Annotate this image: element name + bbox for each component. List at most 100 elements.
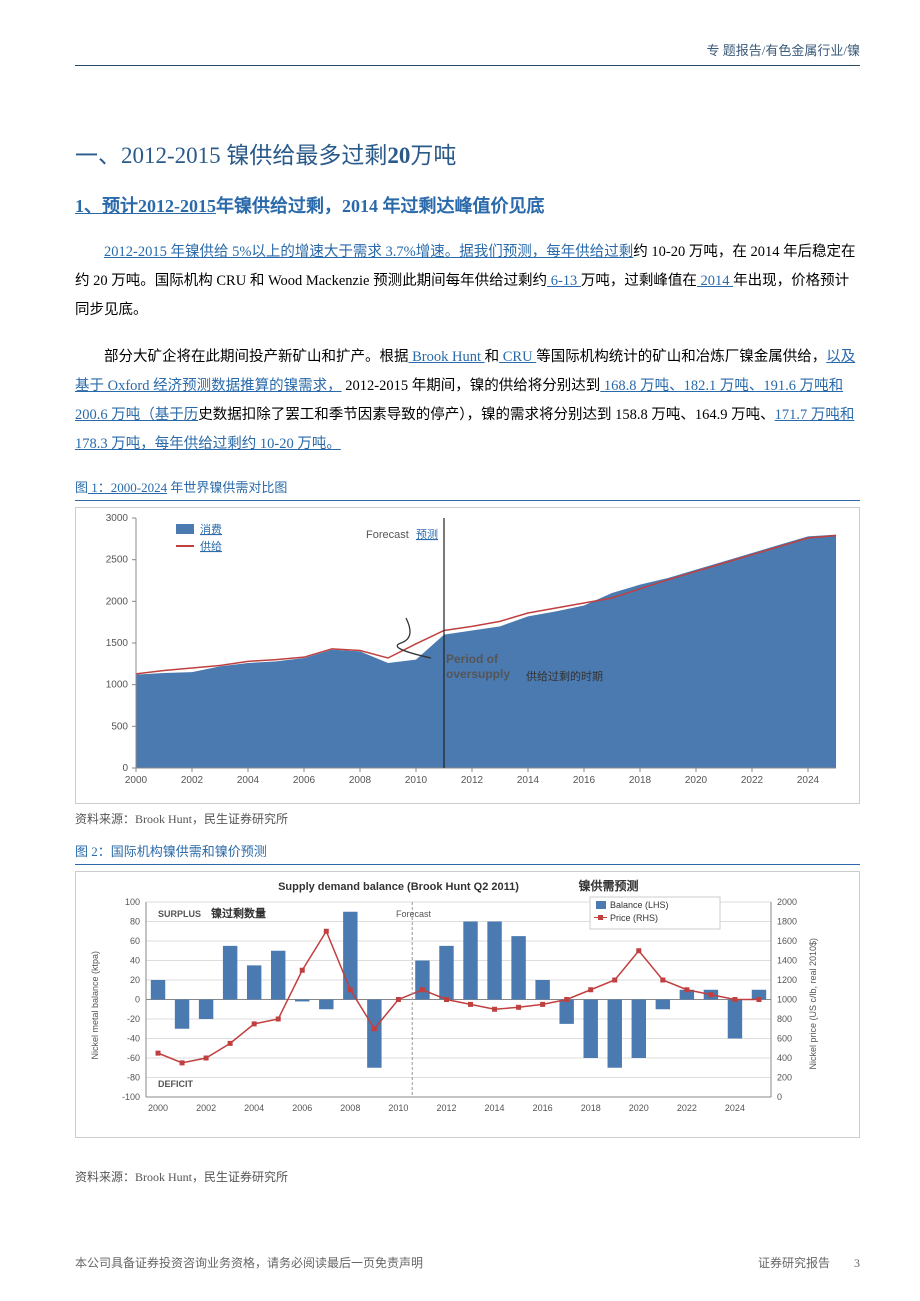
sub-u1: 预计 xyxy=(102,196,138,216)
svg-text:Forecast: Forecast xyxy=(366,529,409,541)
chart-1-svg: 0 500 1000 1500 2000 2500 3000 2000 2002 2004 2006… xyxy=(76,508,846,798)
svg-text:2004: 2004 xyxy=(237,775,260,786)
svg-text:2016: 2016 xyxy=(573,775,596,786)
svg-text:2020: 2020 xyxy=(685,775,708,786)
svg-text:2010: 2010 xyxy=(405,775,428,786)
svg-text:1200: 1200 xyxy=(777,975,797,985)
svg-text:0: 0 xyxy=(135,995,140,1005)
p2-u1: Brook Hunt xyxy=(409,349,485,365)
svg-text:2024: 2024 xyxy=(797,775,820,786)
figure-2-title: 图 2：国际机构镍供需和镍价预测 xyxy=(75,841,860,865)
svg-text:Price (RHS): Price (RHS) xyxy=(610,913,658,923)
figure-2-chart: Supply demand balance (Brook Hunt Q2 201… xyxy=(75,871,860,1138)
svg-text:2014: 2014 xyxy=(517,775,540,786)
p1-t2: 万吨，过剩峰值在 xyxy=(581,273,697,289)
svg-text:2000: 2000 xyxy=(148,1103,168,1113)
p2-u2: CRU xyxy=(499,349,536,365)
svg-text:1000: 1000 xyxy=(106,680,129,691)
svg-text:1000: 1000 xyxy=(777,995,797,1005)
svg-text:2022: 2022 xyxy=(677,1103,697,1113)
fig1-num: 1：2000-2024 xyxy=(88,480,167,495)
svg-text:供给过剩的时期: 供给过剩的时期 xyxy=(526,669,603,683)
svg-text:2002: 2002 xyxy=(181,775,204,786)
svg-text:0: 0 xyxy=(777,1092,782,1102)
paragraph-1: 2012-2015 年镍供给 5%以上的增速大于需求 3.7%增速。据我们预测，… xyxy=(75,238,860,325)
p1-u1: 2012-2015 年镍供给 5%以上的增速大于需求 3.7%增速。据我们预测，… xyxy=(104,244,633,260)
footer-right: 证券研究报告 3 xyxy=(758,1254,860,1271)
svg-text:40: 40 xyxy=(130,956,140,966)
svg-text:2008: 2008 xyxy=(349,775,372,786)
svg-text:Period of: Period of xyxy=(446,652,499,666)
svg-text:600: 600 xyxy=(777,1034,792,1044)
svg-text:Supply demand balance (Brook H: Supply demand balance (Brook Hunt Q2 201… xyxy=(278,881,519,893)
sub-u2: 2012-2015 xyxy=(138,196,216,216)
title-bold-number: 20 xyxy=(387,143,410,168)
svg-text:3000: 3000 xyxy=(106,513,129,524)
figure-2-source: 资料来源：Brook Hunt，民生证券研究所 xyxy=(75,1168,860,1185)
svg-text:SURPLUS: SURPLUS xyxy=(158,909,201,919)
svg-text:2024: 2024 xyxy=(725,1103,745,1113)
svg-text:1400: 1400 xyxy=(777,956,797,966)
svg-text:Forecast: Forecast xyxy=(396,909,432,919)
svg-text:400: 400 xyxy=(777,1053,792,1063)
svg-text:200: 200 xyxy=(777,1073,792,1083)
p2-t3: 2012-2015 年期间，镍的供给将分别达到 xyxy=(342,378,601,394)
svg-text:-20: -20 xyxy=(127,1014,140,1024)
svg-text:2022: 2022 xyxy=(741,775,764,786)
svg-text:20: 20 xyxy=(130,975,140,985)
title-text: 2012-2015 镍供给最多过剩 xyxy=(121,143,387,168)
svg-text:-100: -100 xyxy=(122,1092,140,1102)
svg-text:预测: 预测 xyxy=(416,528,438,541)
chart-2-svg: Supply demand balance (Brook Hunt Q2 201… xyxy=(76,872,846,1132)
p2-t1: 和 xyxy=(485,349,500,365)
svg-text:2012: 2012 xyxy=(436,1103,456,1113)
svg-text:-80: -80 xyxy=(127,1073,140,1083)
header-breadcrumb: 专 题报告/有色金属行业/镍 xyxy=(75,40,860,66)
svg-text:2012: 2012 xyxy=(461,775,484,786)
svg-text:2018: 2018 xyxy=(629,775,652,786)
sub-rest: 年镍供给过剩，2014 年过剩达峰值价见底 xyxy=(216,196,545,216)
footer-page: 3 xyxy=(854,1256,860,1270)
svg-text:800: 800 xyxy=(777,1014,792,1024)
footer-disclaimer: 本公司具备证券投资咨询业务资格，请务必阅读最后一页免责声明 xyxy=(75,1254,423,1271)
svg-text:2006: 2006 xyxy=(292,1103,312,1113)
svg-text:2008: 2008 xyxy=(340,1103,360,1113)
p2-t0: 部分大矿企将在此期间投产新矿山和扩产。根据 xyxy=(104,349,409,365)
svg-text:-40: -40 xyxy=(127,1034,140,1044)
svg-text:1600: 1600 xyxy=(777,936,797,946)
figure-1-title: 图 1：2000-2024 年世界镍供需对比图 xyxy=(75,477,860,501)
page-container: 专 题报告/有色金属行业/镍 一、2012-2015 镍供给最多过剩20万吨 1… xyxy=(0,0,920,1301)
svg-text:1800: 1800 xyxy=(777,917,797,927)
svg-text:2000: 2000 xyxy=(125,775,148,786)
figure-1-chart: 0 500 1000 1500 2000 2500 3000 2000 2002 2004 2006… xyxy=(75,507,860,804)
svg-text:500: 500 xyxy=(111,721,128,732)
p1-u3: 2014 xyxy=(697,273,733,289)
p2-t2: 等国际机构统计的矿山和冶炼厂镍金属供给， xyxy=(536,349,826,365)
title-prefix: 一、 xyxy=(75,143,121,168)
svg-text:oversupply: oversupply xyxy=(446,667,510,681)
svg-text:-60: -60 xyxy=(127,1053,140,1063)
section-title: 一、2012-2015 镍供给最多过剩20万吨 xyxy=(75,136,860,170)
svg-text:2002: 2002 xyxy=(196,1103,216,1113)
svg-text:2020: 2020 xyxy=(629,1103,649,1113)
p1-u2: 6-13 xyxy=(547,273,581,289)
p2-t4: 史数据扣除了罢工和季节因素导致的停产），镍的需求将分别达到 158.8 万吨、1… xyxy=(198,407,774,423)
svg-text:2010: 2010 xyxy=(388,1103,408,1113)
svg-text:Nickel metal balance (ktpa): Nickel metal balance (ktpa) xyxy=(90,951,100,1060)
figure-1-source: 资料来源：Brook Hunt，民生证券研究所 xyxy=(75,810,860,827)
svg-text:Nickel price (US c/lb, real 20: Nickel price (US c/lb, real 2010$) xyxy=(808,938,818,1070)
fig1-prefix: 图 xyxy=(75,480,88,495)
fig1-rest: 年世界镍供需对比图 xyxy=(167,480,287,495)
svg-text:60: 60 xyxy=(130,936,140,946)
svg-text:1500: 1500 xyxy=(106,638,129,649)
svg-text:2000: 2000 xyxy=(106,596,129,607)
sub-num: 1、 xyxy=(75,196,102,216)
svg-text:2006: 2006 xyxy=(293,775,316,786)
page-footer: 本公司具备证券投资咨询业务资格，请务必阅读最后一页免责声明 证券研究报告 3 xyxy=(75,1254,860,1271)
svg-text:消费: 消费 xyxy=(200,522,222,536)
svg-text:2004: 2004 xyxy=(244,1103,264,1113)
svg-text:0: 0 xyxy=(122,763,128,774)
svg-text:2500: 2500 xyxy=(106,555,129,566)
paragraph-2: 部分大矿企将在此期间投产新矿山和扩产。根据 Brook Hunt 和 CRU 等… xyxy=(75,343,860,459)
svg-text:2016: 2016 xyxy=(533,1103,553,1113)
